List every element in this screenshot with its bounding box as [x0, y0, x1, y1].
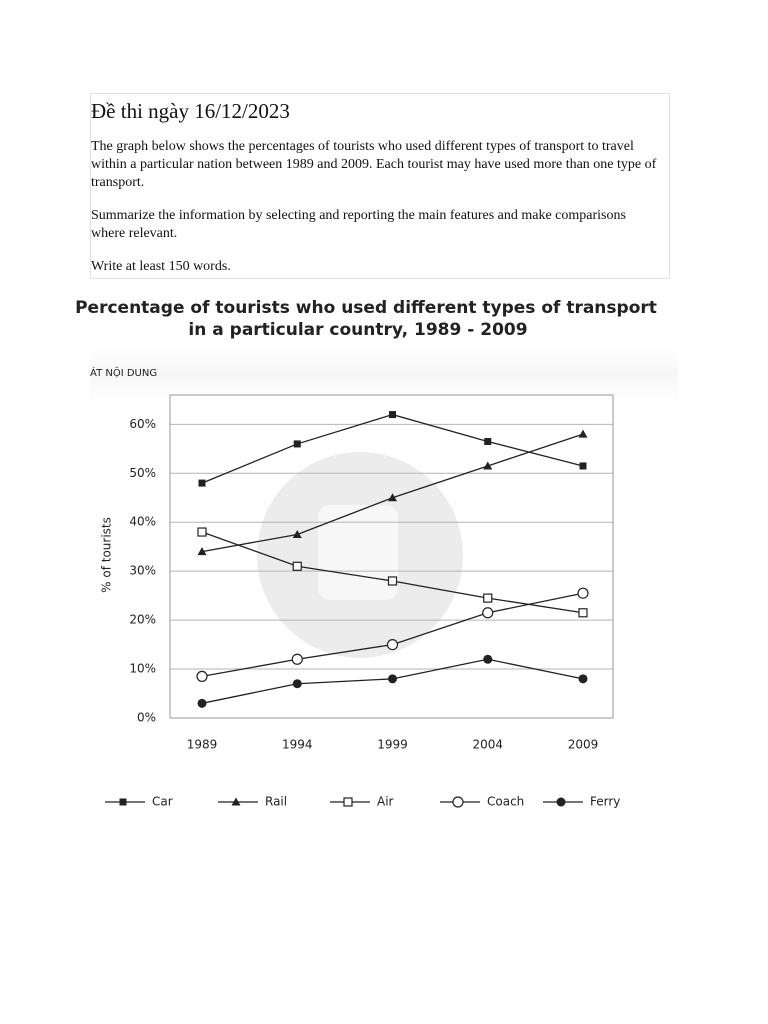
marker	[578, 608, 588, 618]
legend-marker	[452, 796, 464, 808]
chart: Percentage of tourists who used differen…	[75, 298, 678, 809]
y-tick-label: 10%	[129, 662, 156, 676]
marker	[483, 593, 493, 603]
marker	[197, 527, 207, 537]
marker	[579, 462, 587, 470]
legend-marker	[119, 798, 127, 806]
marker	[386, 638, 399, 651]
legend-label: Rail	[265, 795, 287, 809]
y-tick-label: 50%	[129, 466, 156, 480]
marker	[388, 493, 397, 502]
task-paragraph: Summarize the information by selecting a…	[91, 208, 626, 241]
marker	[291, 653, 303, 665]
chart-title: in a particular country, 1989 - 2009	[188, 320, 527, 340]
marker	[387, 576, 398, 586]
marker	[197, 698, 207, 708]
marker	[388, 674, 397, 684]
chart-title: Percentage of tourists who used differen…	[75, 298, 657, 318]
task-paragraph: Write at least 150 words.	[91, 259, 231, 274]
overlay-label: ÁT NỘI DUNG	[90, 366, 157, 379]
x-tick-label: 2009	[568, 738, 599, 752]
marker	[197, 547, 207, 556]
marker	[292, 529, 302, 538]
legend-label: Car	[152, 795, 173, 809]
marker	[483, 461, 493, 470]
marker	[389, 411, 396, 419]
x-tick-label: 1999	[377, 738, 408, 752]
marker	[482, 607, 494, 619]
legend-marker	[556, 797, 566, 807]
y-axis-label: % of tourists	[100, 517, 114, 593]
y-tick-label: 60%	[129, 417, 156, 431]
marker	[196, 670, 208, 683]
x-tick-label: 2004	[472, 738, 503, 752]
task-paragraph: The graph below shows the percentages of…	[91, 139, 657, 190]
marker	[292, 561, 302, 571]
marker	[293, 440, 301, 448]
y-tick-label: 20%	[129, 613, 156, 627]
x-tick-label: 1994	[282, 738, 313, 752]
task-box: Đề thi ngày 16/12/2023 The graph below s…	[90, 93, 670, 279]
marker	[578, 674, 588, 684]
task-title: Đề thi ngày 16/12/2023	[91, 99, 290, 123]
x-tick-label: 1989	[187, 738, 218, 752]
overlay-band	[90, 340, 678, 412]
legend-label: Ferry	[590, 795, 620, 809]
legend-marker	[343, 797, 353, 807]
marker	[578, 429, 588, 438]
watermark-icon	[318, 505, 398, 600]
y-tick-label: 30%	[129, 564, 156, 578]
legend-label: Coach	[487, 795, 524, 809]
marker	[577, 587, 589, 599]
plot-frame	[169, 394, 614, 719]
legend-marker	[231, 797, 241, 806]
marker	[484, 437, 492, 445]
legend-label: Air	[377, 795, 394, 809]
marker	[198, 479, 206, 487]
marker	[292, 679, 302, 689]
y-tick-label: 0%	[137, 711, 156, 725]
y-tick-label: 40%	[129, 515, 156, 529]
marker	[483, 654, 493, 664]
